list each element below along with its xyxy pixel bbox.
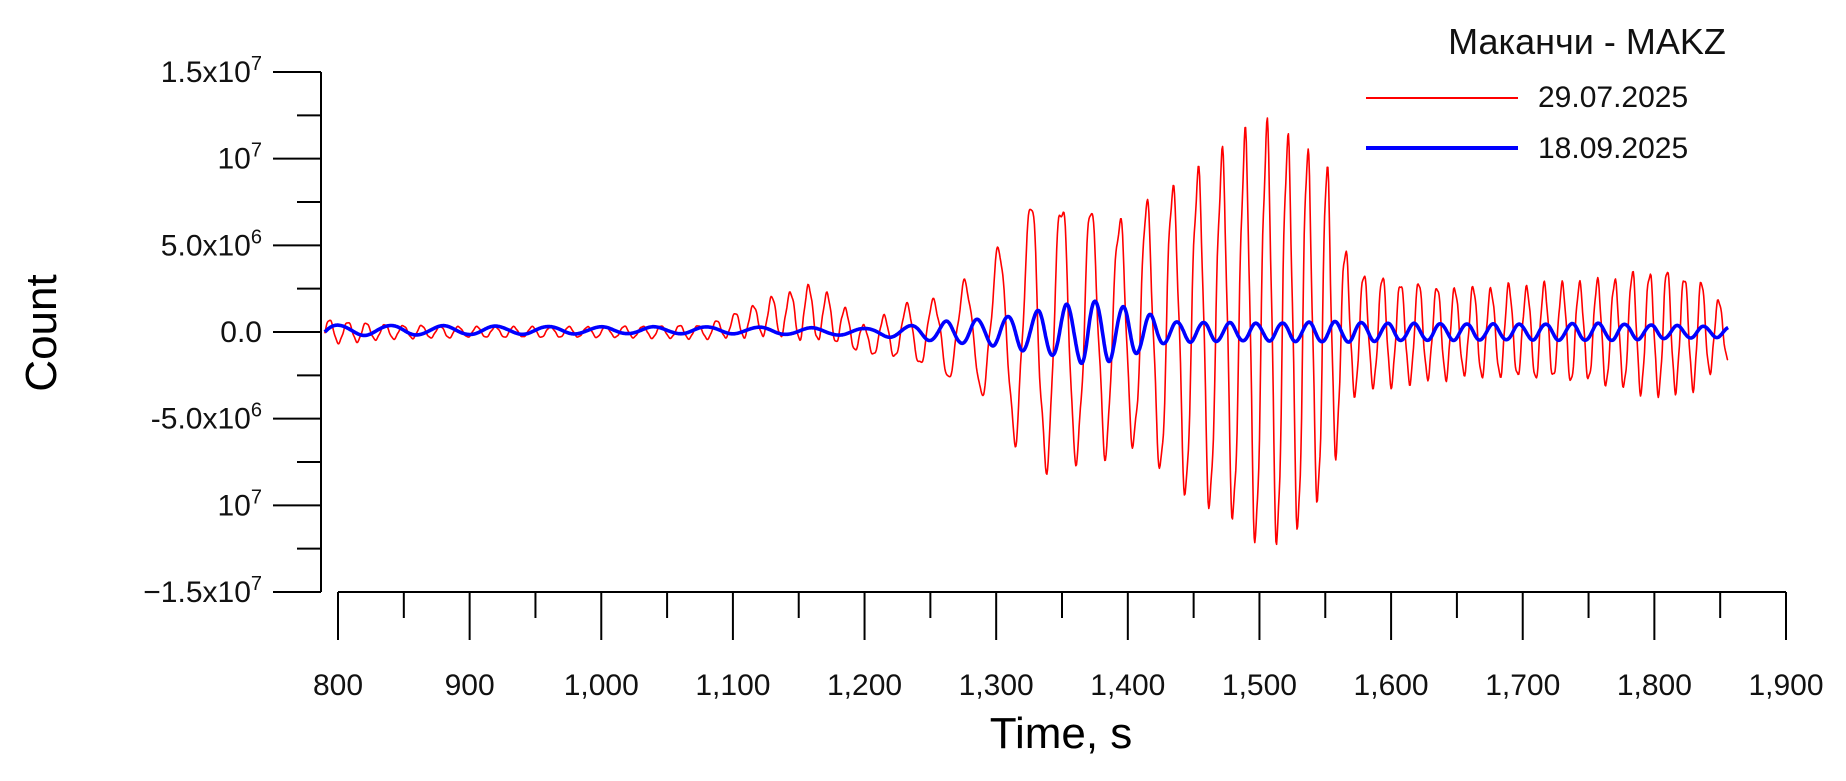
series-layer xyxy=(323,117,1730,546)
x-tick-label: 1,100 xyxy=(695,669,770,702)
x-tick-label: 1,400 xyxy=(1090,669,1165,702)
x-axis-title: Time, s xyxy=(990,709,1133,758)
legend: Маканчи - MAKZ 29.07.2025 18.09.2025 xyxy=(1366,21,1726,165)
axes: 1.5x107 107 5.0x106 0.0 -5.0x106 107 −1.5x107 8… xyxy=(143,53,1823,702)
y-tick-label: -5.0x106 xyxy=(151,400,262,436)
x-tick-label: 1,900 xyxy=(1748,669,1823,702)
legend-label-series-1: 29.07.2025 xyxy=(1538,81,1688,114)
y-tick-label: −1.5x107 xyxy=(143,573,262,609)
x-tick-label: 800 xyxy=(313,669,363,702)
x-tick-label: 1,800 xyxy=(1617,669,1692,702)
legend-title: Маканчи - MAKZ xyxy=(1448,21,1726,62)
x-tick-label: 1,300 xyxy=(959,669,1034,702)
x-tick-label: 1,500 xyxy=(1222,669,1297,702)
x-tick-label: 1,700 xyxy=(1485,669,1560,702)
y-tick-label: 107 xyxy=(218,140,263,176)
x-tick-label: 900 xyxy=(445,669,495,702)
series-line-red xyxy=(324,117,1729,546)
series-line-blue xyxy=(323,299,1730,366)
y-tick-label: 107 xyxy=(218,486,263,522)
y-axis-title: Count xyxy=(17,274,66,391)
y-tick-label: 0.0 xyxy=(220,316,262,349)
x-tick-label: 1,200 xyxy=(827,669,902,702)
x-tick-label: 1,000 xyxy=(564,669,639,702)
x-tick-label: 1,600 xyxy=(1354,669,1429,702)
legend-label-series-2: 18.09.2025 xyxy=(1538,132,1688,165)
y-tick-label: 5.0x106 xyxy=(161,226,262,262)
y-tick-label: 1.5x107 xyxy=(161,53,262,89)
